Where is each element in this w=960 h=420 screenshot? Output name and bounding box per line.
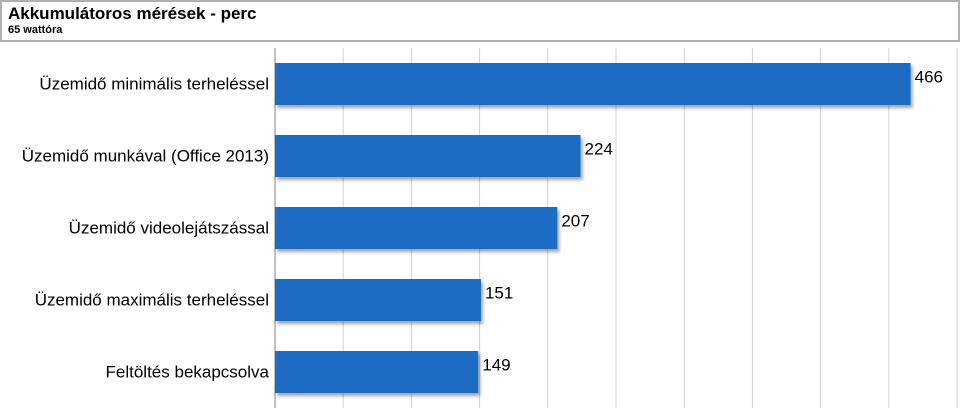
bar xyxy=(275,207,558,249)
y-tick-label: Üzemidő munkával (Office 2013) xyxy=(22,146,269,165)
bar xyxy=(275,351,479,393)
bar xyxy=(275,63,911,105)
y-tick-label: Feltöltés bekapcsolva xyxy=(106,362,270,381)
y-tick-label: Üzemidő minimális terheléssel xyxy=(39,74,269,93)
bar xyxy=(275,279,481,321)
value-label: 466 xyxy=(915,67,943,86)
y-tick-label: Üzemidő maximális terheléssel xyxy=(35,290,269,309)
value-label: 207 xyxy=(561,211,589,230)
chart-title: Akkumulátoros mérések - perc xyxy=(8,4,257,23)
y-tick-label: Üzemidő videolejátszással xyxy=(69,218,269,237)
value-label: 151 xyxy=(485,283,513,302)
value-label: 224 xyxy=(585,139,613,158)
value-label: 149 xyxy=(482,355,510,374)
bar xyxy=(275,135,581,177)
chart-subtitle: 65 wattóra xyxy=(8,24,63,36)
header: Akkumulátoros mérések - perc 65 wattóra xyxy=(0,0,960,42)
